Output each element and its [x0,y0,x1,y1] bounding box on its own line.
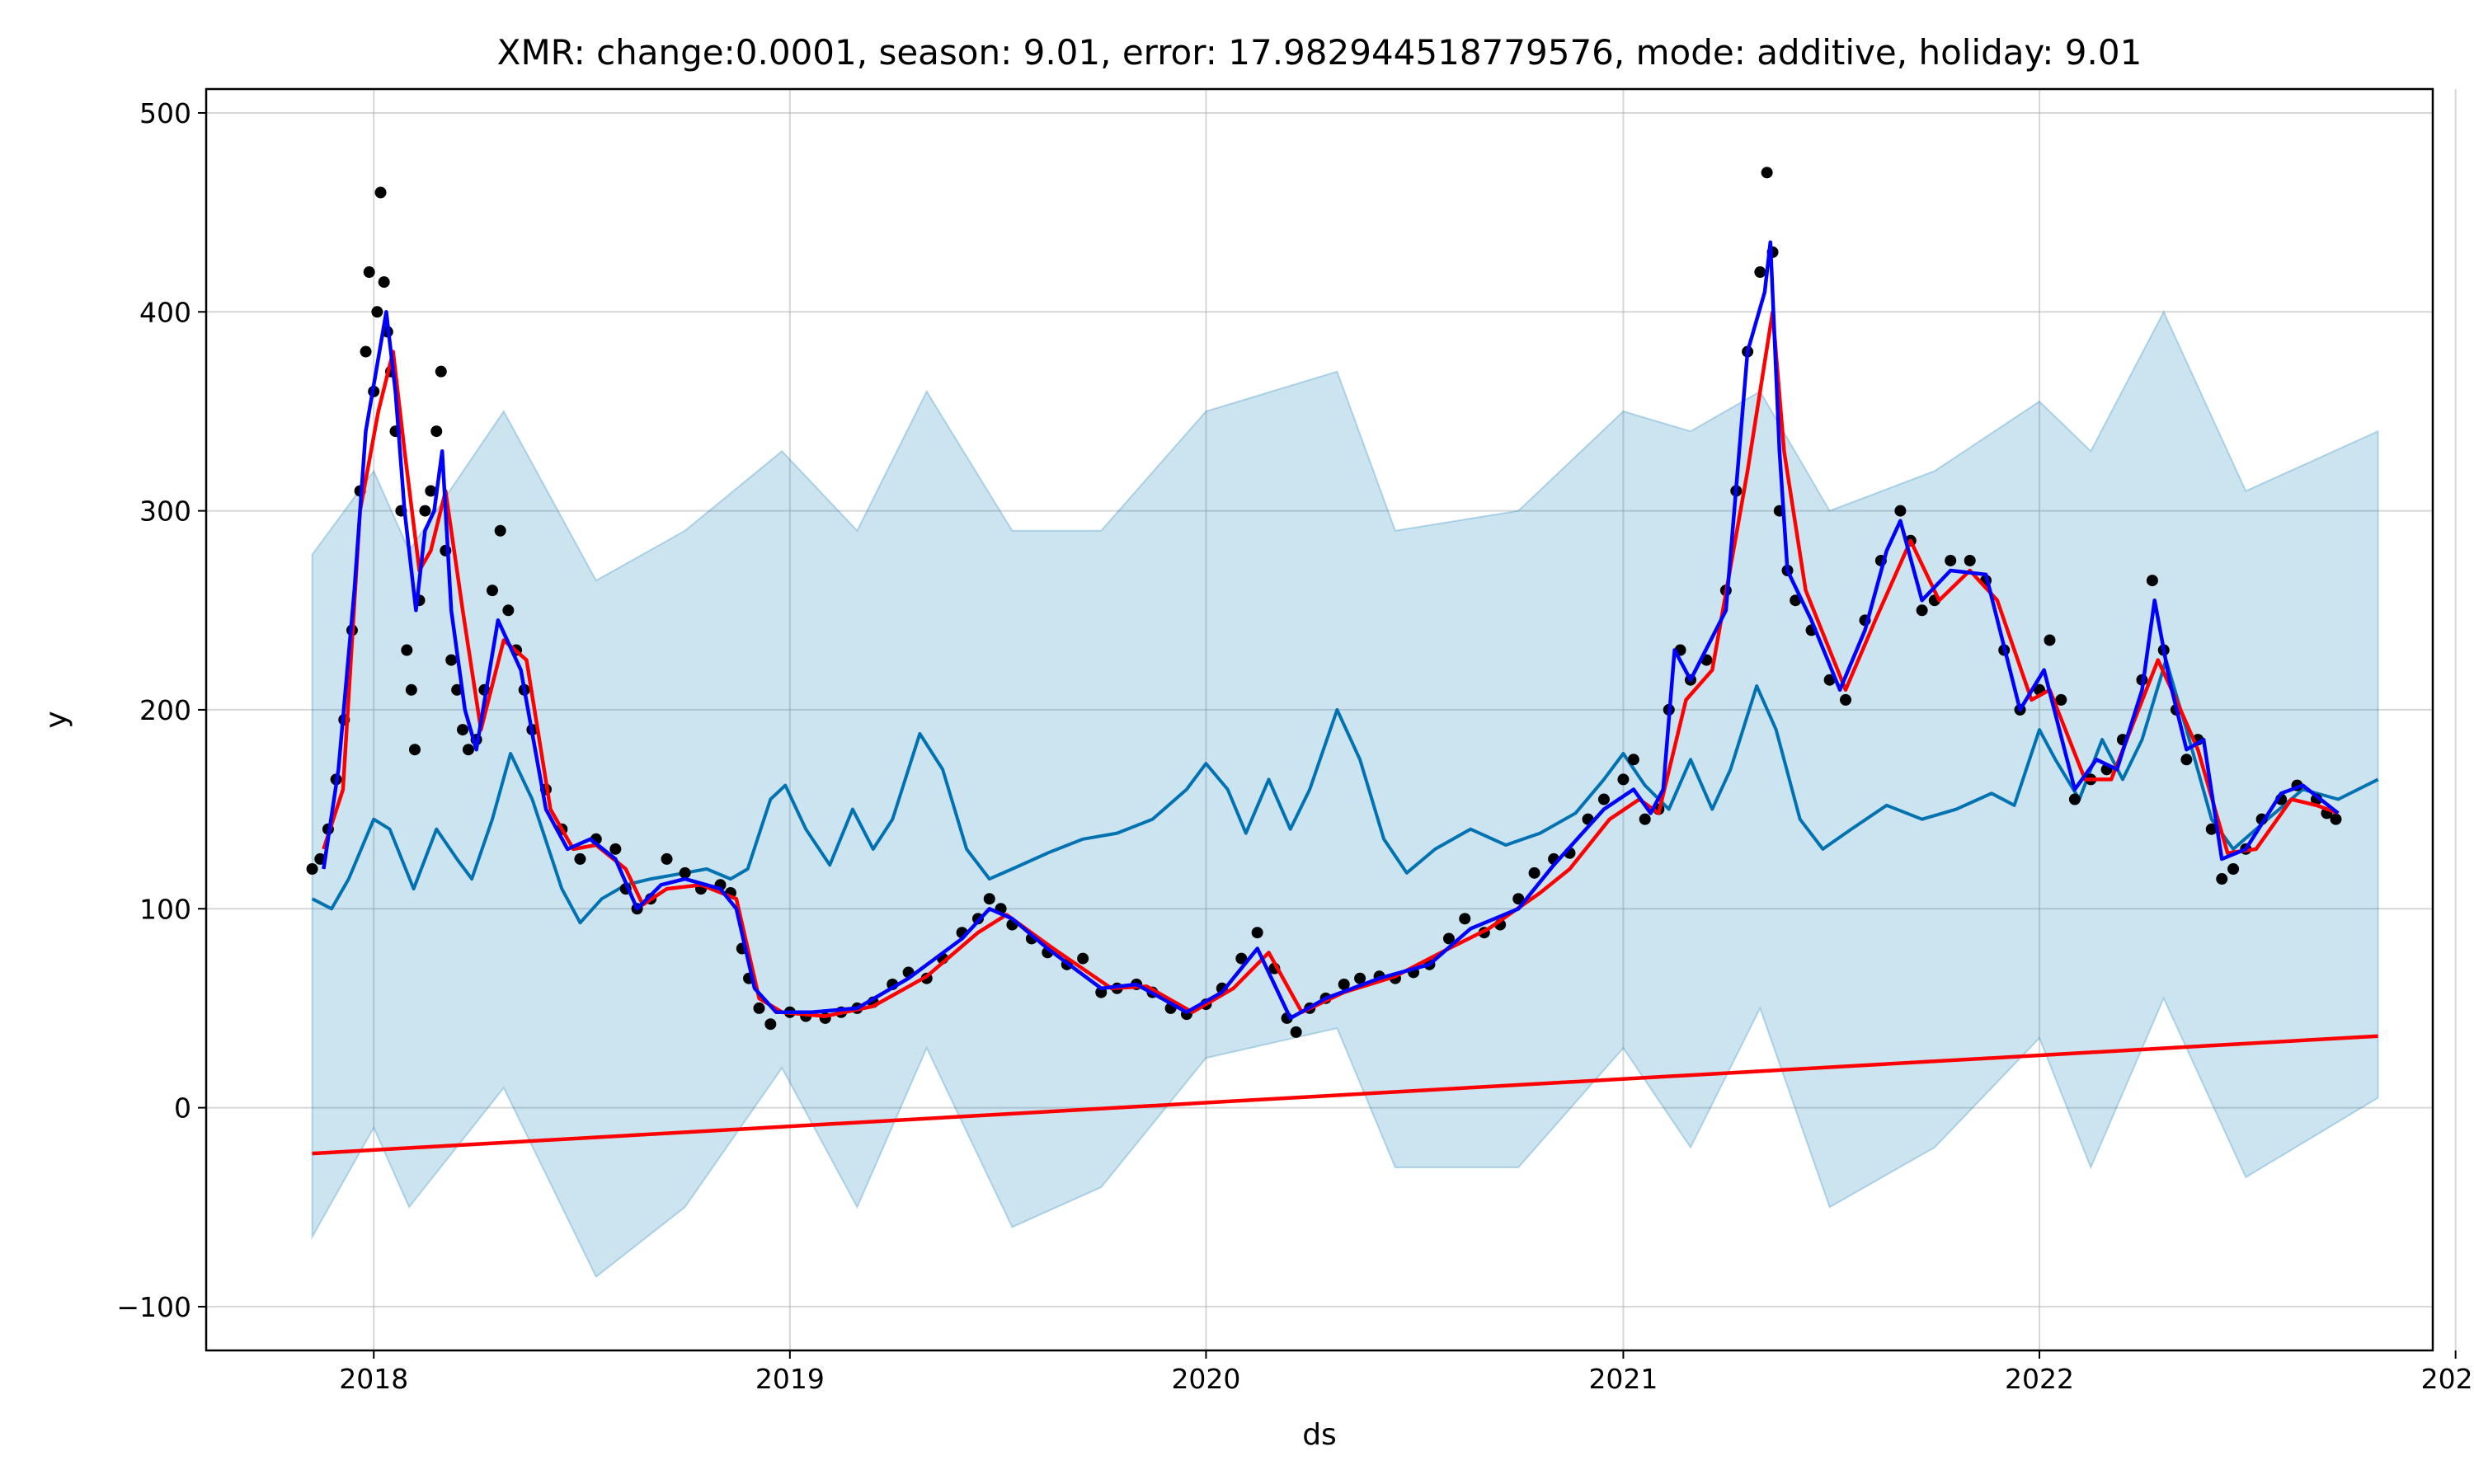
observed-point [2330,813,2342,825]
observed-point [1627,754,1639,766]
y-tick-label: 0 [174,1092,191,1125]
observed-point [661,852,673,865]
x-axis-ticks: 2018 2019 2020 2021 2022 2023 [339,1350,2474,1395]
trend-line-group [312,1034,2378,1156]
observed-point [679,866,691,879]
model-line [322,240,2340,1021]
observed-point [1761,167,1773,179]
observed-point [425,485,437,497]
observed-point [405,683,417,696]
observed-point [374,186,387,199]
x-tick-label: 2023 [2421,1363,2474,1395]
observed-point [1235,952,1248,965]
observed-point [1823,674,1836,686]
observed-point [753,1002,765,1014]
observed-point [1754,266,1766,279]
observed-point [1597,793,1610,805]
observed-point [363,266,375,279]
observed-point [419,505,431,517]
x-tick-label: 2019 [755,1363,825,1395]
x-tick-label: 2018 [339,1363,408,1395]
observed-point [1916,604,1928,617]
observed-point [1459,913,1471,925]
y-axis-label: y [40,711,73,728]
observed-point [360,345,372,358]
observed-point [2146,575,2158,587]
observed-point [1251,927,1263,939]
observed-point [574,852,586,865]
observed-point [1894,505,1907,517]
observed-point [1512,893,1525,905]
gridlines [206,89,2457,1350]
observed-point [408,744,421,756]
observed-point [2044,634,2056,646]
observed-point [1077,952,1089,965]
observed-point [462,744,474,756]
observed-point [502,604,515,617]
observed-point [2227,862,2240,875]
observed-point [1442,932,1455,945]
observed-point [1290,1026,1302,1038]
observed-point [1790,594,1802,607]
x-tick-label: 2022 [2005,1363,2074,1395]
seasonal-line [311,658,2379,925]
observed-point [609,843,622,855]
observed-point [1945,554,1957,566]
plot-frame [205,87,2434,1352]
observed-point [2068,793,2081,805]
observed-point [1964,554,1976,566]
observed-point [457,724,469,736]
observed-point [445,654,458,666]
observed-point [1528,866,1540,879]
model-line-group [322,240,2340,1021]
trend-line [312,1034,2378,1156]
observed-point [1617,773,1630,786]
y-tick-label: 100 [139,893,191,925]
observed-point [1354,972,1366,984]
observed-point [306,862,318,875]
y-axis-ticks: −100 0 100 200 300 400 500 [116,97,206,1323]
observed-point [2180,754,2193,766]
y-tick-label: 500 [139,97,191,129]
y-tick-label: 400 [139,296,191,328]
y-tick-label: 300 [139,495,191,528]
observed-point [764,1018,777,1031]
y-tick-label: −100 [116,1291,191,1323]
observed-point [1840,693,1852,706]
observed-point [1639,813,1651,825]
observed-point [430,425,443,438]
observed-point [2055,693,2067,706]
observed-point [983,893,995,905]
uncertainty-band [311,310,2379,1279]
observed-point [1338,978,1350,990]
observed-point [494,524,506,537]
observed-point [371,306,383,318]
x-tick-label: 2020 [1171,1363,1240,1395]
x-axis-label: ds [1302,1418,1337,1452]
observed-point [2216,873,2228,885]
x-tick-label: 2021 [1588,1363,1658,1395]
y-tick-label: 200 [139,694,191,726]
observed-point [2205,823,2218,835]
chart-title: XMR: change:0.0001, season: 9.01, error:… [497,32,2142,73]
seasonal-line-group [311,658,2379,925]
observed-point [487,585,499,597]
observed-point [378,276,390,289]
observed-point [435,365,447,378]
observed-point [401,644,413,656]
observed-point [451,683,463,696]
